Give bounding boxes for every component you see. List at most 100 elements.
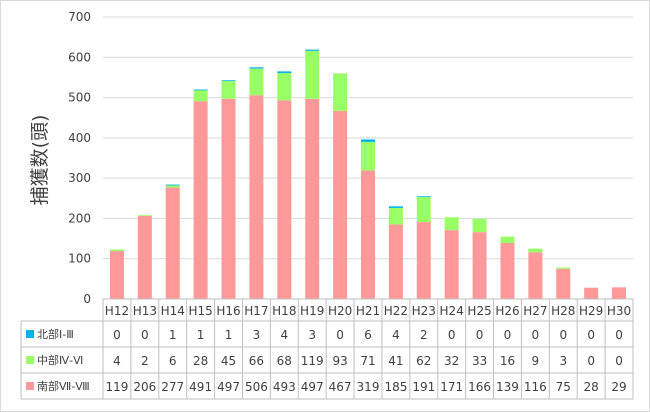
data-label: 1 <box>169 328 177 342</box>
data-label: 191 <box>412 380 435 394</box>
data-label: 93 <box>332 354 347 368</box>
bar-segment <box>137 216 152 299</box>
legend-label: 北部Ⅰ-Ⅲ <box>37 327 74 341</box>
data-label: 45 <box>221 354 236 368</box>
bar-segment <box>109 249 124 252</box>
bar-segment <box>249 67 264 69</box>
data-label: 28 <box>584 380 599 394</box>
data-label: 0 <box>615 354 623 368</box>
data-label: 75 <box>556 380 571 394</box>
data-label: 62 <box>416 354 431 368</box>
x-tick-label: H27 <box>523 304 547 318</box>
data-label: 0 <box>532 328 540 342</box>
x-tick-label: H26 <box>495 304 519 318</box>
data-label: 0 <box>587 328 595 342</box>
bar-segment <box>193 101 208 299</box>
data-label: 206 <box>133 380 156 394</box>
bar-segment <box>221 98 236 299</box>
bar-segment <box>165 184 180 188</box>
data-label: 171 <box>440 380 463 394</box>
bar-segment <box>137 215 152 217</box>
data-label: 0 <box>587 354 595 368</box>
bar-segment <box>193 89 208 91</box>
x-tick-label: H14 <box>161 304 185 318</box>
y-tick-label: 0 <box>83 292 91 306</box>
bar-segment <box>249 68 264 96</box>
bar-segment <box>528 248 543 253</box>
bar-segment <box>388 206 403 208</box>
x-tick-label: H16 <box>216 304 240 318</box>
legend-label: 中部Ⅳ-Ⅵ <box>37 353 83 367</box>
data-table: H12 H13 H14 H15 H16 H17 H18 H19 H20 H21 H22 H23 H24 H… <box>20 298 634 400</box>
y-tick-label: 500 <box>68 91 91 105</box>
data-label: 119 <box>105 380 128 394</box>
bar-segment <box>444 230 459 299</box>
bar-segment <box>416 197 431 223</box>
x-tick-label: H18 <box>272 304 296 318</box>
y-tick-label: 400 <box>68 131 91 145</box>
data-label: 185 <box>384 380 407 394</box>
bar-segment <box>361 139 375 142</box>
data-label: 166 <box>468 380 491 394</box>
data-label: 116 <box>524 380 547 394</box>
data-label: 493 <box>273 380 296 394</box>
data-label: 139 <box>496 380 519 394</box>
bar-segment <box>305 50 320 99</box>
legend-swatch <box>26 356 34 364</box>
bar-segment <box>333 110 348 299</box>
bar-segment <box>277 72 292 101</box>
x-tick-label: H25 <box>467 304 491 318</box>
bar-segment <box>221 80 236 99</box>
data-label: 0 <box>448 328 456 342</box>
data-label: 491 <box>189 380 212 394</box>
data-label: 16 <box>500 354 515 368</box>
x-tick-label: H29 <box>579 304 603 318</box>
bar-segment <box>472 232 487 299</box>
data-label: 71 <box>360 354 375 368</box>
data-label: 2 <box>141 354 149 368</box>
y-tick-label: 700 <box>68 10 91 24</box>
x-tick-label: H19 <box>300 304 324 318</box>
data-label: 0 <box>476 328 484 342</box>
bar-segment <box>109 251 124 299</box>
data-label: 68 <box>277 354 292 368</box>
data-label: 0 <box>504 328 512 342</box>
x-tick-label: H30 <box>607 304 631 318</box>
bar-segment <box>416 222 431 299</box>
legend-swatch <box>26 330 34 338</box>
x-tick-label: H12 <box>105 304 129 318</box>
data-label: 0 <box>615 328 623 342</box>
bar-segment <box>388 224 403 299</box>
data-label: 119 <box>301 354 324 368</box>
data-label: 41 <box>388 354 403 368</box>
data-label: 4 <box>392 328 400 342</box>
data-label: 467 <box>329 380 352 394</box>
bar-segment <box>361 170 375 299</box>
data-label: 29 <box>611 380 626 394</box>
x-tick-label: H22 <box>384 304 408 318</box>
data-label: 0 <box>336 328 344 342</box>
bar-segment <box>500 236 515 244</box>
bar-segment <box>361 141 375 171</box>
x-tick-label: H13 <box>133 304 157 318</box>
bar-segment <box>193 89 208 102</box>
x-tick-label: H28 <box>551 304 575 318</box>
bar-segment <box>165 187 180 299</box>
data-label: 1 <box>197 328 205 342</box>
x-tick-label: H24 <box>440 304 464 318</box>
data-label: 497 <box>217 380 240 394</box>
data-label: 506 <box>245 380 268 394</box>
data-label: 32 <box>444 354 459 368</box>
data-label: 3 <box>253 328 261 342</box>
data-label: 6 <box>364 328 372 342</box>
legend-label: 南部Ⅶ-Ⅷ <box>37 379 90 393</box>
bar-segment <box>388 207 403 225</box>
y-tick-label: 200 <box>68 211 91 225</box>
data-label: 3 <box>559 354 567 368</box>
x-tick-label: H17 <box>244 304 268 318</box>
bar-segment <box>584 287 599 299</box>
data-label: 277 <box>161 380 184 394</box>
bar-segment <box>556 267 571 269</box>
bar-segment <box>165 184 180 186</box>
data-label: 28 <box>193 354 208 368</box>
